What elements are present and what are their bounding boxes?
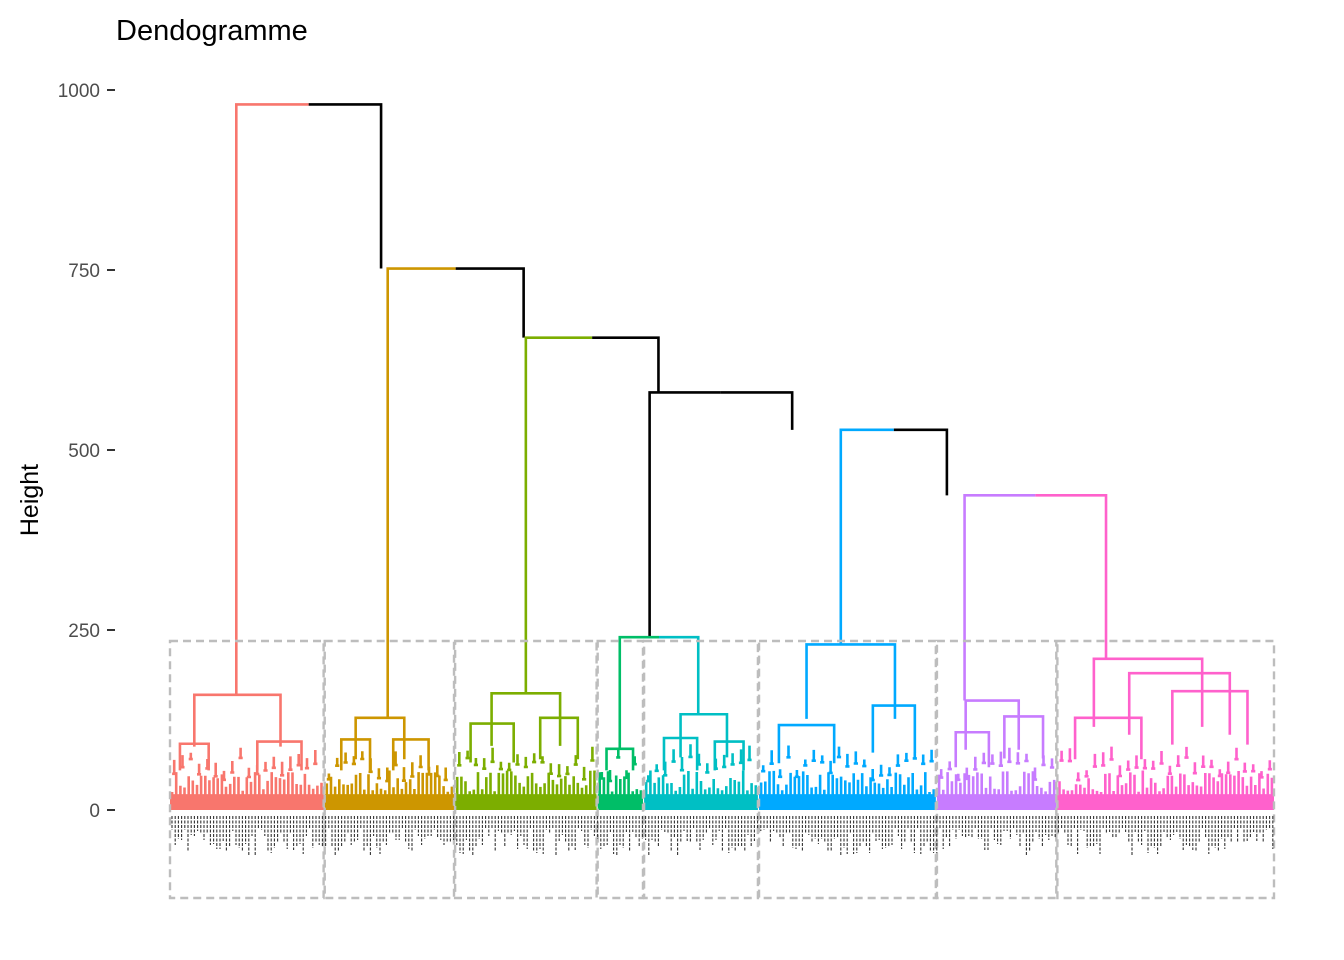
top-merge-right bbox=[659, 635, 700, 715]
cluster-merge bbox=[1092, 657, 1204, 727]
leaf-base bbox=[455, 794, 597, 810]
cluster-merge bbox=[256, 740, 303, 771]
cluster-merge bbox=[713, 740, 745, 771]
top-merge-branches bbox=[235, 103, 1108, 749]
cluster-merge bbox=[964, 699, 1021, 750]
cluster-merge bbox=[490, 692, 562, 746]
cluster-merge bbox=[1127, 671, 1232, 735]
chart-title: Dendogramme bbox=[116, 15, 308, 47]
top-merge-left bbox=[963, 494, 1036, 701]
cluster-box bbox=[453, 639, 598, 900]
cluster-merge bbox=[1073, 716, 1143, 760]
top-merge-right bbox=[720, 391, 794, 430]
cluster-merge bbox=[605, 747, 635, 771]
top-merge-left bbox=[235, 103, 309, 695]
cluster-branches bbox=[178, 643, 1249, 771]
y-tick-label: 750 bbox=[68, 261, 100, 282]
cluster-box bbox=[757, 639, 938, 900]
cluster-merge bbox=[805, 643, 897, 719]
leaf-labels bbox=[171, 816, 1274, 855]
y-tick-label: 0 bbox=[89, 801, 100, 822]
leaf-branches bbox=[170, 744, 1274, 810]
cluster-merge bbox=[391, 738, 430, 771]
leaf-base bbox=[936, 794, 1057, 810]
leaf-base bbox=[170, 794, 324, 810]
leaf-base bbox=[324, 794, 455, 810]
top-merge-right bbox=[1035, 494, 1108, 659]
cluster-merge bbox=[777, 723, 836, 764]
cluster-merge bbox=[871, 704, 917, 753]
cluster-merge bbox=[662, 736, 699, 771]
top-merge-right bbox=[592, 336, 660, 393]
top-merge-left bbox=[648, 391, 721, 638]
leaf-base bbox=[597, 794, 643, 810]
cluster-merge bbox=[679, 712, 729, 758]
cluster-merge bbox=[1171, 689, 1249, 745]
y-tick-label: 500 bbox=[68, 441, 100, 462]
cluster-box bbox=[935, 639, 1058, 900]
leaf-label-marks bbox=[171, 816, 1274, 855]
cluster-merge bbox=[178, 742, 210, 771]
cluster-box bbox=[642, 639, 760, 900]
cluster-merge bbox=[469, 722, 515, 763]
cluster-merge bbox=[339, 738, 372, 771]
y-tick-label: 1000 bbox=[58, 81, 100, 102]
cluster-box bbox=[168, 639, 325, 900]
y-axis: 0 250 500 750 1000 bbox=[58, 81, 115, 822]
cluster-merge bbox=[193, 693, 282, 747]
cluster-merge bbox=[538, 716, 580, 760]
cluster-box bbox=[323, 639, 456, 900]
top-merge-right bbox=[893, 428, 949, 496]
cluster-merge bbox=[954, 730, 991, 768]
cluster-box bbox=[1056, 639, 1276, 900]
y-tick-label: 250 bbox=[68, 621, 100, 642]
leaf-base bbox=[1057, 794, 1274, 810]
top-merge-left bbox=[618, 635, 660, 749]
top-merge-right bbox=[455, 267, 525, 338]
leaf-base bbox=[644, 794, 758, 810]
top-merge-left bbox=[386, 267, 456, 718]
leaf-base bbox=[759, 794, 936, 810]
cluster-boxes bbox=[168, 639, 1276, 900]
top-merge-right bbox=[308, 103, 383, 269]
top-merge-left bbox=[839, 428, 894, 645]
y-axis-label: Height bbox=[16, 464, 44, 536]
top-merge-left bbox=[524, 336, 593, 694]
cluster-merge bbox=[1003, 715, 1045, 759]
